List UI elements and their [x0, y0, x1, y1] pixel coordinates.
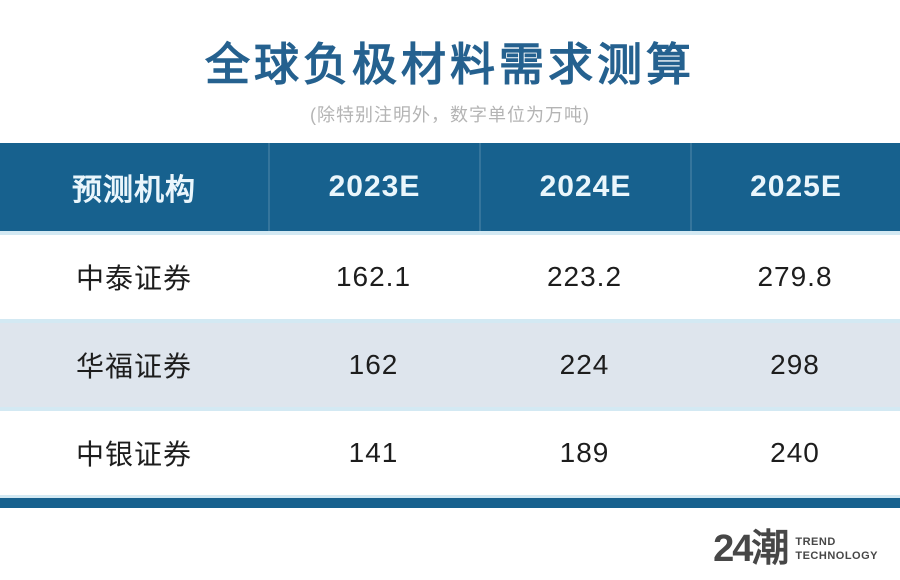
value-cell: 223.2 [546, 261, 623, 292]
column-header-org: 预测机构 [72, 174, 196, 207]
table-header-row: 预测机构 2023E 2024E 2025E [0, 143, 900, 231]
value-cell: 162.1 [335, 261, 412, 292]
org-name-cell: 中泰证券 [75, 263, 192, 294]
column-header-2024e: 2024E [479, 143, 690, 231]
org-name-cell: 中银证券 [75, 439, 192, 470]
logo-brand-line2: TECHNOLOGY [795, 550, 878, 562]
value-cell: 298 [770, 349, 820, 380]
column-header-2025e: 2025E [690, 143, 900, 231]
value-cell: 224 [559, 349, 610, 380]
table-row: 华福证券 162 224 298 [0, 319, 900, 407]
logo-brand-line1: TREND [795, 535, 836, 548]
bottom-accent-bar [0, 495, 900, 508]
value-cell: 240 [770, 437, 820, 468]
demand-table: 预测机构 2023E 2024E 2025E 中泰证券 162.1 223.2 … [0, 143, 900, 508]
logo-24chao-mark: 24潮 [713, 528, 789, 570]
value-cell: 279.8 [757, 261, 833, 292]
org-name-cell: 华福证券 [75, 351, 192, 382]
column-header-2023e: 2023E [268, 143, 479, 231]
value-cell: 162 [348, 349, 399, 380]
page-subtitle: (除特别注明外，数字单位为万吨) [310, 105, 590, 125]
table-row: 中泰证券 162.1 223.2 279.8 [0, 231, 900, 319]
value-cell: 141 [348, 437, 399, 468]
logo-brand-text: TREND TECHNOLOGY [795, 535, 878, 564]
table-row: 中银证券 141 189 240 [0, 407, 900, 495]
brand-logo: 24潮 TREND TECHNOLOGY [713, 530, 878, 568]
value-cell: 189 [559, 437, 610, 468]
page-title: 全球负极材料需求测算 [204, 39, 695, 90]
